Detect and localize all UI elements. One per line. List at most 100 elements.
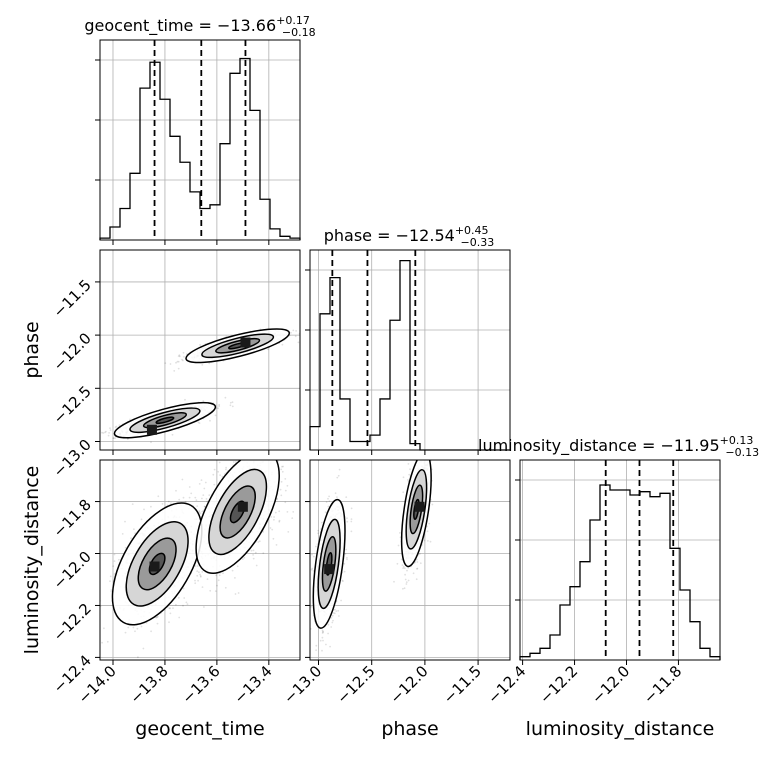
sample-point — [182, 604, 184, 607]
sample-point — [201, 510, 204, 513]
sample-point — [263, 444, 265, 446]
sample-point — [337, 609, 340, 612]
sample-point — [295, 330, 297, 332]
sample-point — [101, 431, 103, 434]
density-peak — [149, 561, 160, 572]
sample-point — [206, 578, 209, 580]
sample-point — [257, 444, 259, 446]
sample-point — [97, 583, 99, 585]
sample-point — [271, 528, 274, 531]
sample-point — [203, 606, 205, 608]
sample-point — [284, 489, 287, 492]
sample-point — [114, 426, 117, 429]
sample-point — [336, 496, 338, 498]
sample-point — [336, 476, 339, 479]
sample-point — [297, 341, 300, 344]
sample-point — [258, 540, 261, 543]
sample-point — [112, 437, 115, 439]
sample-point — [215, 574, 218, 577]
sample-point — [143, 508, 145, 511]
sample-point — [287, 531, 290, 533]
sample-point — [280, 468, 283, 471]
sample-point — [202, 400, 205, 402]
sample-point — [291, 517, 294, 519]
sample-point — [167, 500, 170, 503]
sample-point — [303, 328, 305, 330]
sample-point — [321, 632, 324, 634]
sample-point — [175, 361, 177, 364]
sample-point — [340, 599, 342, 602]
sample-point — [427, 458, 429, 460]
sample-point — [109, 427, 111, 430]
sample-point — [350, 507, 353, 510]
sample-point — [278, 510, 281, 513]
panel-geocent_time-vs-luminosity_distance — [97, 444, 295, 659]
sample-point — [393, 580, 395, 583]
sample-point — [121, 533, 124, 535]
sample-point — [290, 331, 292, 334]
sample-point — [321, 629, 324, 632]
sample-point — [124, 631, 127, 634]
sample-point — [217, 407, 220, 410]
sample-point — [106, 640, 109, 643]
sample-point — [177, 360, 180, 363]
sample-point — [236, 565, 239, 568]
sample-point — [272, 537, 275, 540]
sample-point — [184, 398, 186, 401]
sample-point — [217, 470, 220, 473]
sample-point — [136, 627, 139, 630]
sample-point — [194, 582, 197, 585]
sample-point — [137, 656, 139, 659]
sample-point — [201, 364, 204, 366]
sample-point — [161, 503, 164, 505]
sample-point — [315, 649, 317, 652]
sample-point — [186, 603, 189, 605]
sample-point — [198, 571, 200, 574]
sample-point — [168, 607, 171, 610]
sample-point — [177, 596, 180, 599]
sample-point — [203, 505, 206, 508]
sample-point — [252, 549, 255, 552]
sample-point — [278, 519, 281, 522]
sample-point — [234, 577, 236, 579]
sample-point — [218, 461, 221, 464]
sample-point — [101, 641, 103, 644]
sample-point — [209, 419, 211, 422]
sample-point — [405, 583, 408, 585]
sample-point — [276, 498, 278, 501]
sample-point — [335, 610, 338, 612]
sample-point — [221, 475, 224, 478]
sample-point — [215, 407, 218, 410]
sample-point — [294, 335, 297, 338]
sample-point — [109, 575, 112, 578]
sample-point — [320, 521, 323, 524]
sample-point — [330, 617, 333, 619]
sample-point — [278, 520, 281, 523]
sample-point — [280, 494, 283, 497]
sample-point — [292, 329, 295, 332]
data-layer — [97, 40, 721, 660]
histogram-phase — [309, 259, 510, 451]
sample-point — [311, 567, 314, 570]
sample-point — [132, 626, 135, 629]
sample-point — [204, 481, 207, 484]
sample-point — [325, 501, 328, 503]
sample-point — [252, 554, 255, 556]
sample-point — [426, 530, 429, 533]
sample-point — [423, 539, 426, 542]
sample-point — [113, 553, 116, 556]
sample-point — [201, 586, 204, 588]
sample-point — [275, 453, 277, 455]
sample-point — [408, 473, 411, 476]
sample-point — [403, 587, 406, 590]
sample-point — [262, 552, 265, 555]
sample-point — [343, 562, 346, 565]
sample-point — [199, 573, 202, 576]
sample-point — [337, 474, 340, 477]
sample-point — [241, 457, 243, 459]
sample-point — [284, 478, 287, 480]
sample-point — [108, 432, 110, 434]
sample-point — [274, 511, 277, 514]
sample-point — [164, 362, 167, 365]
sample-point — [178, 616, 181, 619]
